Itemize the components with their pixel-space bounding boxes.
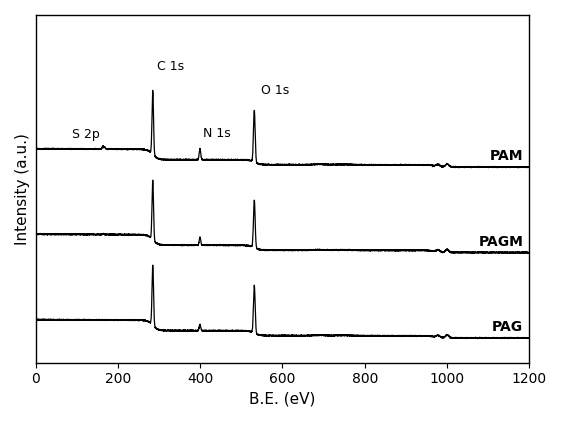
Text: O 1s: O 1s xyxy=(261,84,289,97)
Text: S 2p: S 2p xyxy=(71,128,99,141)
X-axis label: B.E. (eV): B.E. (eV) xyxy=(250,392,316,407)
Text: N 1s: N 1s xyxy=(203,127,231,140)
Text: PAM: PAM xyxy=(490,149,523,163)
Text: PAG: PAG xyxy=(492,320,523,334)
Y-axis label: Intensity (a.u.): Intensity (a.u.) xyxy=(15,133,30,245)
Text: PAGM: PAGM xyxy=(478,235,523,249)
Text: C 1s: C 1s xyxy=(157,60,184,73)
